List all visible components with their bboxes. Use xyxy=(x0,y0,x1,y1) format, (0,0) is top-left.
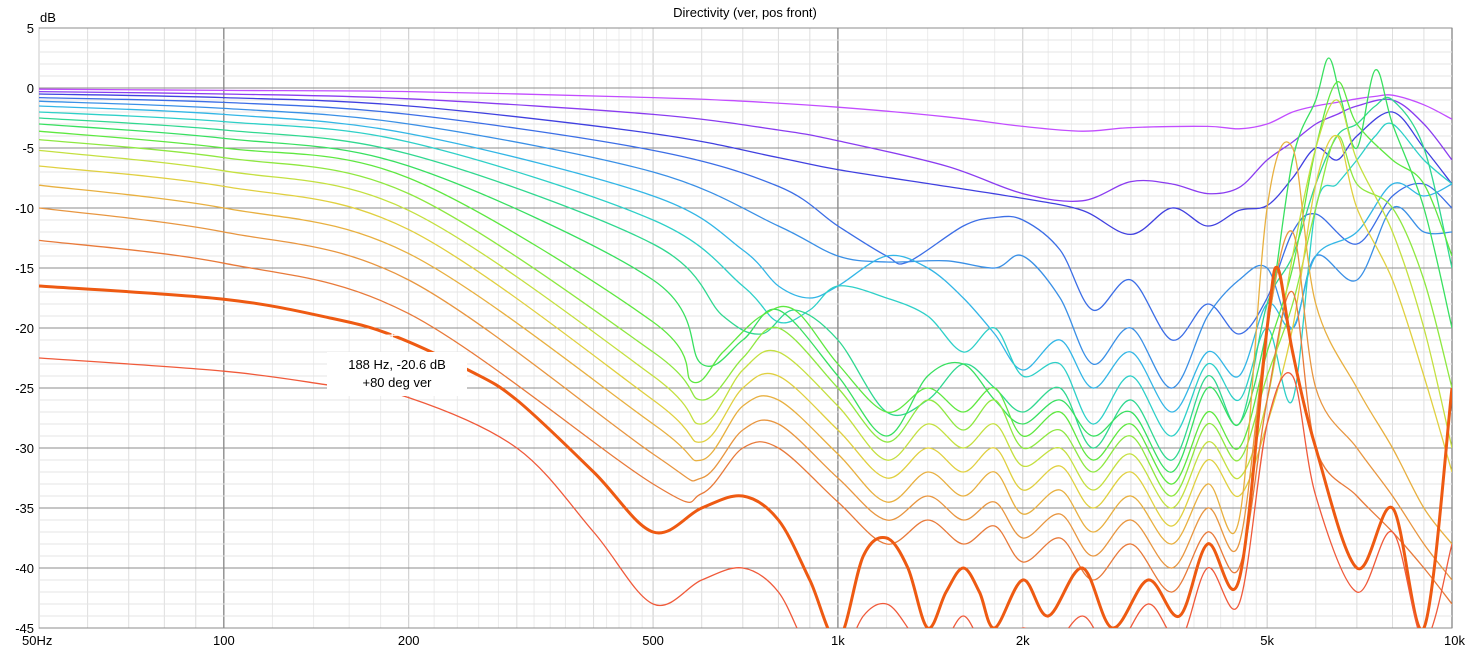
series-line-10 xyxy=(39,135,1452,497)
y-tick-label: 5 xyxy=(27,21,34,36)
x-tick-label: 2k xyxy=(1016,633,1030,648)
y-tick-label: -25 xyxy=(15,381,34,396)
cursor-line2: +80 deg ver xyxy=(362,375,432,390)
series-line-2 xyxy=(39,93,1452,236)
series-line-7 xyxy=(39,96,1452,461)
y-tick-label: -5 xyxy=(22,141,34,156)
x-tick-label: 1k xyxy=(831,633,845,648)
x-tick-label: 5k xyxy=(1260,633,1274,648)
x-tick-label: 10k xyxy=(1444,633,1465,648)
series-line-17 xyxy=(39,357,1452,628)
series-line-6 xyxy=(39,111,1452,437)
y-tick-label: -20 xyxy=(15,321,34,336)
series-line-14 xyxy=(39,207,1452,581)
x-tick-label: 100 xyxy=(213,633,235,648)
y-tick-label: 0 xyxy=(27,81,34,96)
y-tick-label: -10 xyxy=(15,201,34,216)
y-axis-label: dB xyxy=(40,10,56,25)
x-tick-label: 500 xyxy=(642,633,664,648)
cursor-line1: 188 Hz, -20.6 dB xyxy=(348,357,446,372)
chart-title: Directivity (ver, pos front) xyxy=(673,5,817,20)
y-tick-label: -30 xyxy=(15,441,34,456)
x-tick-label: 50Hz xyxy=(22,633,52,648)
series-line-0 xyxy=(39,88,1452,132)
series-line-8 xyxy=(39,57,1452,473)
series-line-1 xyxy=(39,90,1452,202)
series-line-11 xyxy=(39,99,1452,509)
y-tick-label: -35 xyxy=(15,501,34,516)
y-tick-label: -15 xyxy=(15,261,34,276)
y-tick-label: -45 xyxy=(15,621,34,636)
series-line-12 xyxy=(39,134,1452,527)
series-line-16 xyxy=(39,265,1452,628)
series-layer xyxy=(39,57,1452,628)
series-line-5 xyxy=(39,105,1452,413)
cursor-readout: 188 Hz, -20.6 dB +80 deg ver xyxy=(327,329,467,396)
series-line-13 xyxy=(39,141,1452,545)
cursor-label-bg xyxy=(327,352,467,396)
series-line-15 xyxy=(39,239,1452,605)
y-tick-label: -40 xyxy=(15,561,34,576)
x-tick-label: 200 xyxy=(398,633,420,648)
